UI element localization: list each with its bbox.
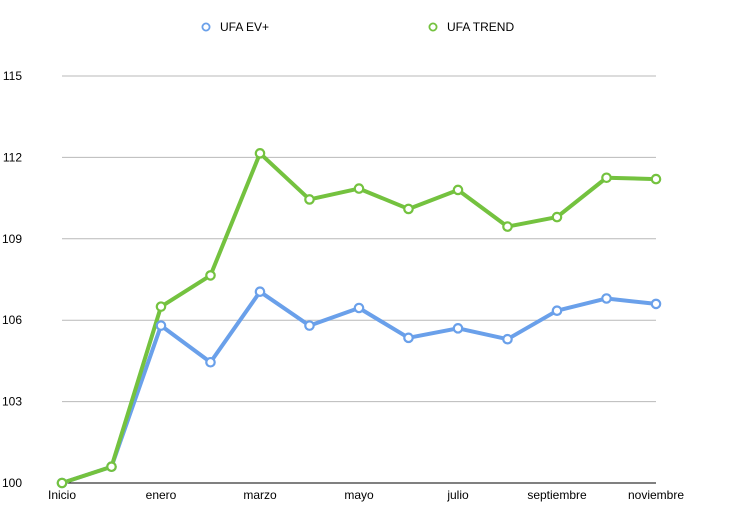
data-point-1-1 — [106, 461, 117, 473]
data-point-0-5 — [304, 320, 315, 331]
data-point-1-6 — [353, 183, 365, 194]
y-tick-label: 100 — [2, 476, 22, 490]
data-point-1-10 — [551, 211, 563, 223]
legend-marker-1 — [428, 22, 438, 32]
data-point-0-4 — [254, 286, 266, 298]
data-point-1-12 — [650, 173, 662, 185]
data-point-1-4 — [254, 148, 266, 159]
x-tick-label: septiembre — [527, 488, 587, 502]
data-point-1-0 — [56, 477, 68, 489]
data-point-0-6 — [353, 302, 365, 314]
data-point-0-7 — [403, 332, 414, 344]
data-point-1-2 — [155, 301, 167, 312]
x-tick-label: Inicio — [48, 488, 76, 502]
x-tick-label: mayo — [344, 488, 374, 502]
data-point-0-11 — [601, 293, 612, 304]
y-tick-label: 106 — [2, 313, 22, 327]
legend-label-0: UFA EV+ — [220, 20, 269, 34]
data-point-0-12 — [650, 298, 662, 310]
data-point-1-9 — [502, 221, 513, 232]
legend-marker-0 — [201, 22, 211, 32]
y-tick-label: 115 — [3, 69, 22, 83]
legend-label-1: UFA TREND — [447, 20, 514, 34]
y-tick-label: 112 — [3, 150, 22, 164]
x-tick-label: enero — [146, 488, 177, 502]
x-tick-label: noviembre — [628, 488, 684, 502]
data-point-0-2 — [155, 320, 167, 331]
data-point-0-9 — [502, 333, 513, 345]
data-point-1-11 — [601, 172, 612, 184]
y-tick-label: 109 — [2, 232, 22, 246]
data-point-1-7 — [403, 203, 414, 215]
data-point-1-3 — [205, 270, 216, 281]
data-point-1-5 — [304, 194, 315, 205]
data-point-1-8 — [452, 184, 464, 196]
x-tick-label: julio — [446, 488, 469, 502]
x-tick-label: marzo — [243, 488, 277, 502]
data-point-0-8 — [452, 323, 464, 334]
series-line-1 — [60, 151, 658, 485]
y-tick-label: 103 — [2, 395, 22, 409]
data-point-0-3 — [205, 356, 216, 368]
data-point-0-10 — [551, 305, 563, 317]
